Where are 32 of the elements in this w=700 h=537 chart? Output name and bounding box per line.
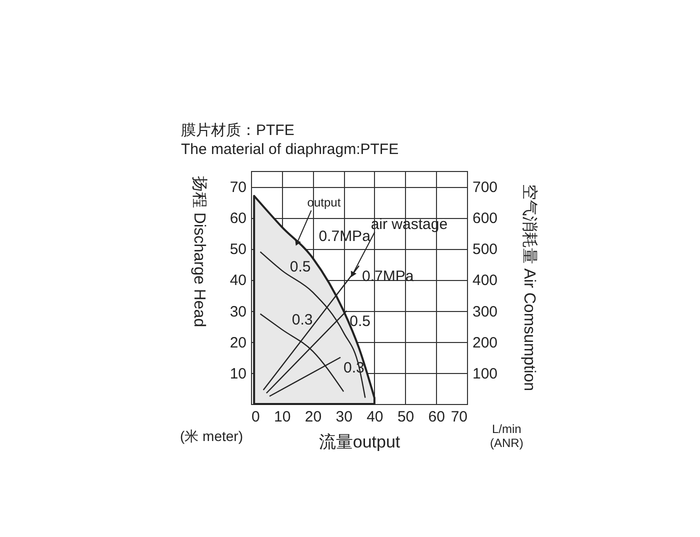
y2-tick-label: 600 — [472, 210, 498, 228]
x-tick-label: 30 — [336, 408, 352, 426]
series-label: 0.5 — [350, 312, 371, 330]
y-tick-label: 50 — [230, 241, 246, 258]
y2-axis-title: 空气消耗量 Air Comsumption — [520, 184, 538, 392]
x-axis-title: 流量output — [318, 432, 400, 452]
y2-tick-label: 700 — [472, 179, 498, 196]
y-axis-title: 扬程 Discharge Head — [190, 176, 208, 328]
y-tick-label: 70 — [230, 179, 246, 196]
y-tick-label: 40 — [230, 272, 246, 290]
x-tick-label: 40 — [366, 408, 384, 426]
x-tick-label: 0 — [252, 408, 260, 426]
x-tick-label: 70 — [450, 408, 468, 426]
text: (米 meter) — [180, 428, 243, 446]
text: L/min (ANR) — [490, 422, 524, 450]
y2-tick-label: 200 — [472, 334, 498, 352]
x-tick-label: 60 — [428, 408, 445, 426]
y-tick-label: 60 — [230, 210, 246, 228]
chart-subtitle: The material of diaphragm:PTFE — [181, 141, 399, 158]
y2-tick-label: 500 — [472, 241, 498, 258]
annotation: 0.3 — [292, 311, 313, 328]
x-tick-label: 50 — [397, 408, 414, 426]
x-tick-label: 20 — [304, 408, 322, 426]
y2-tick-label: 100 — [472, 365, 498, 382]
y2-tick-label: 300 — [472, 303, 498, 320]
y-tick-label: 20 — [230, 334, 246, 352]
y-tick-label: 30 — [230, 303, 246, 320]
chart-title: 膜片材质：PTFE — [181, 122, 294, 139]
y-tick-label: 10 — [230, 365, 246, 382]
y2-tick-label: 400 — [472, 272, 498, 290]
x-tick-label: 10 — [274, 408, 291, 426]
annotation: 0.5 — [290, 258, 311, 276]
